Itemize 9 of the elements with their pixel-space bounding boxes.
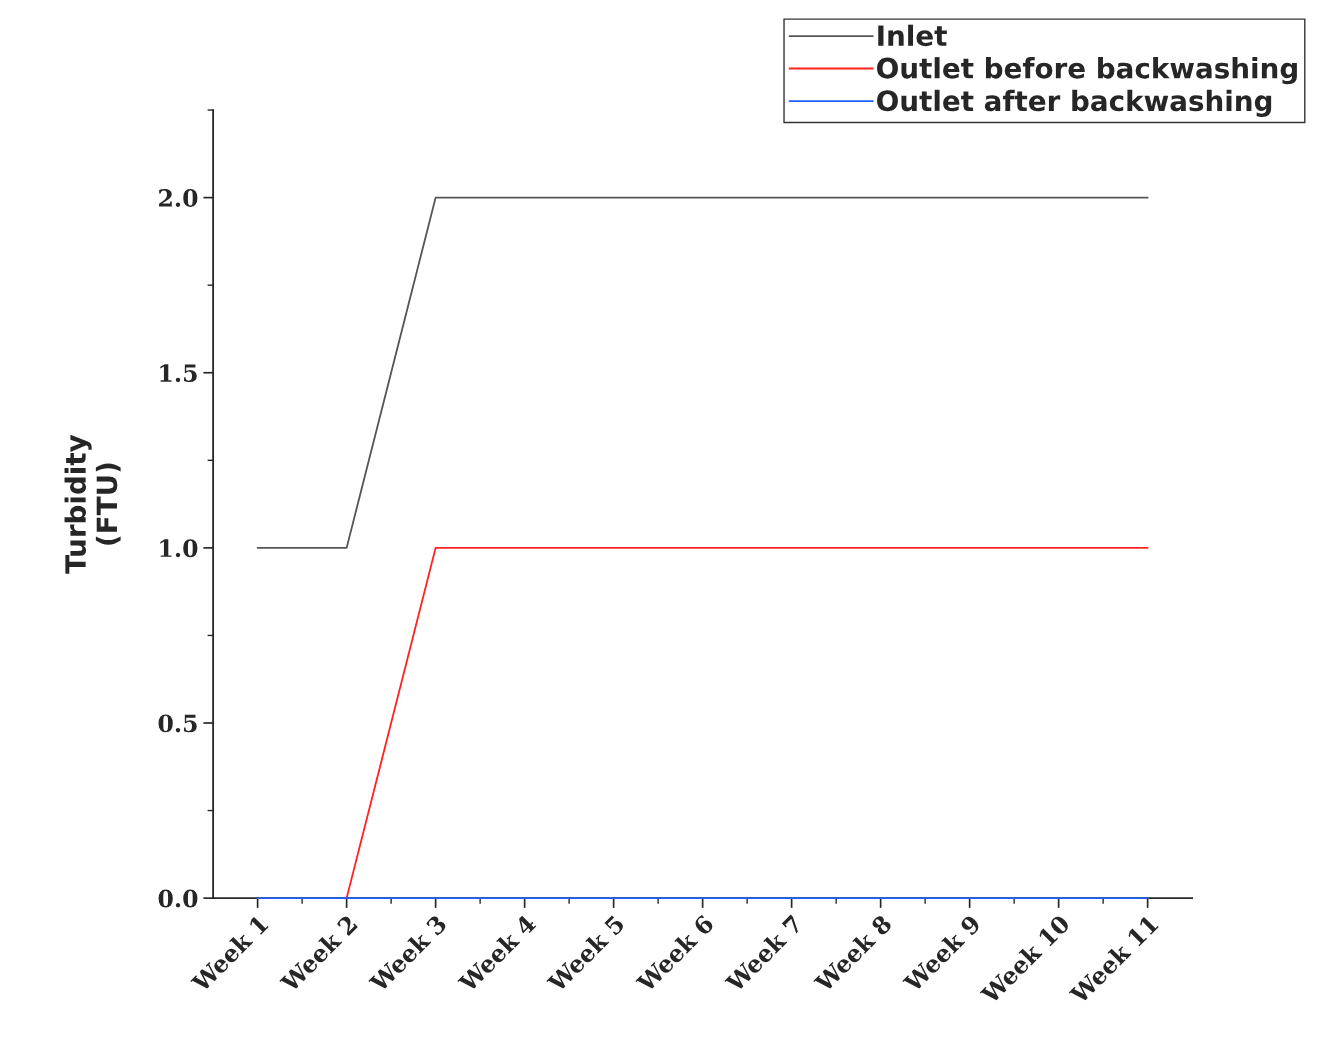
legend-label: Outlet before backwashing	[877, 57, 1297, 85]
y-tick-label: 1.5	[160, 364, 197, 383]
y-tick-label: 0.0	[158, 889, 198, 908]
legend-label: Outlet after backwashing	[877, 89, 1272, 117]
legend-label: Inlet	[878, 24, 947, 47]
y-tick-label: 2.0	[159, 189, 198, 207]
y-tick-label: 1.0	[160, 539, 198, 558]
y-axis-title: Turbidity (FTU)	[64, 434, 121, 574]
y-tick-label: 0.5	[158, 714, 197, 733]
